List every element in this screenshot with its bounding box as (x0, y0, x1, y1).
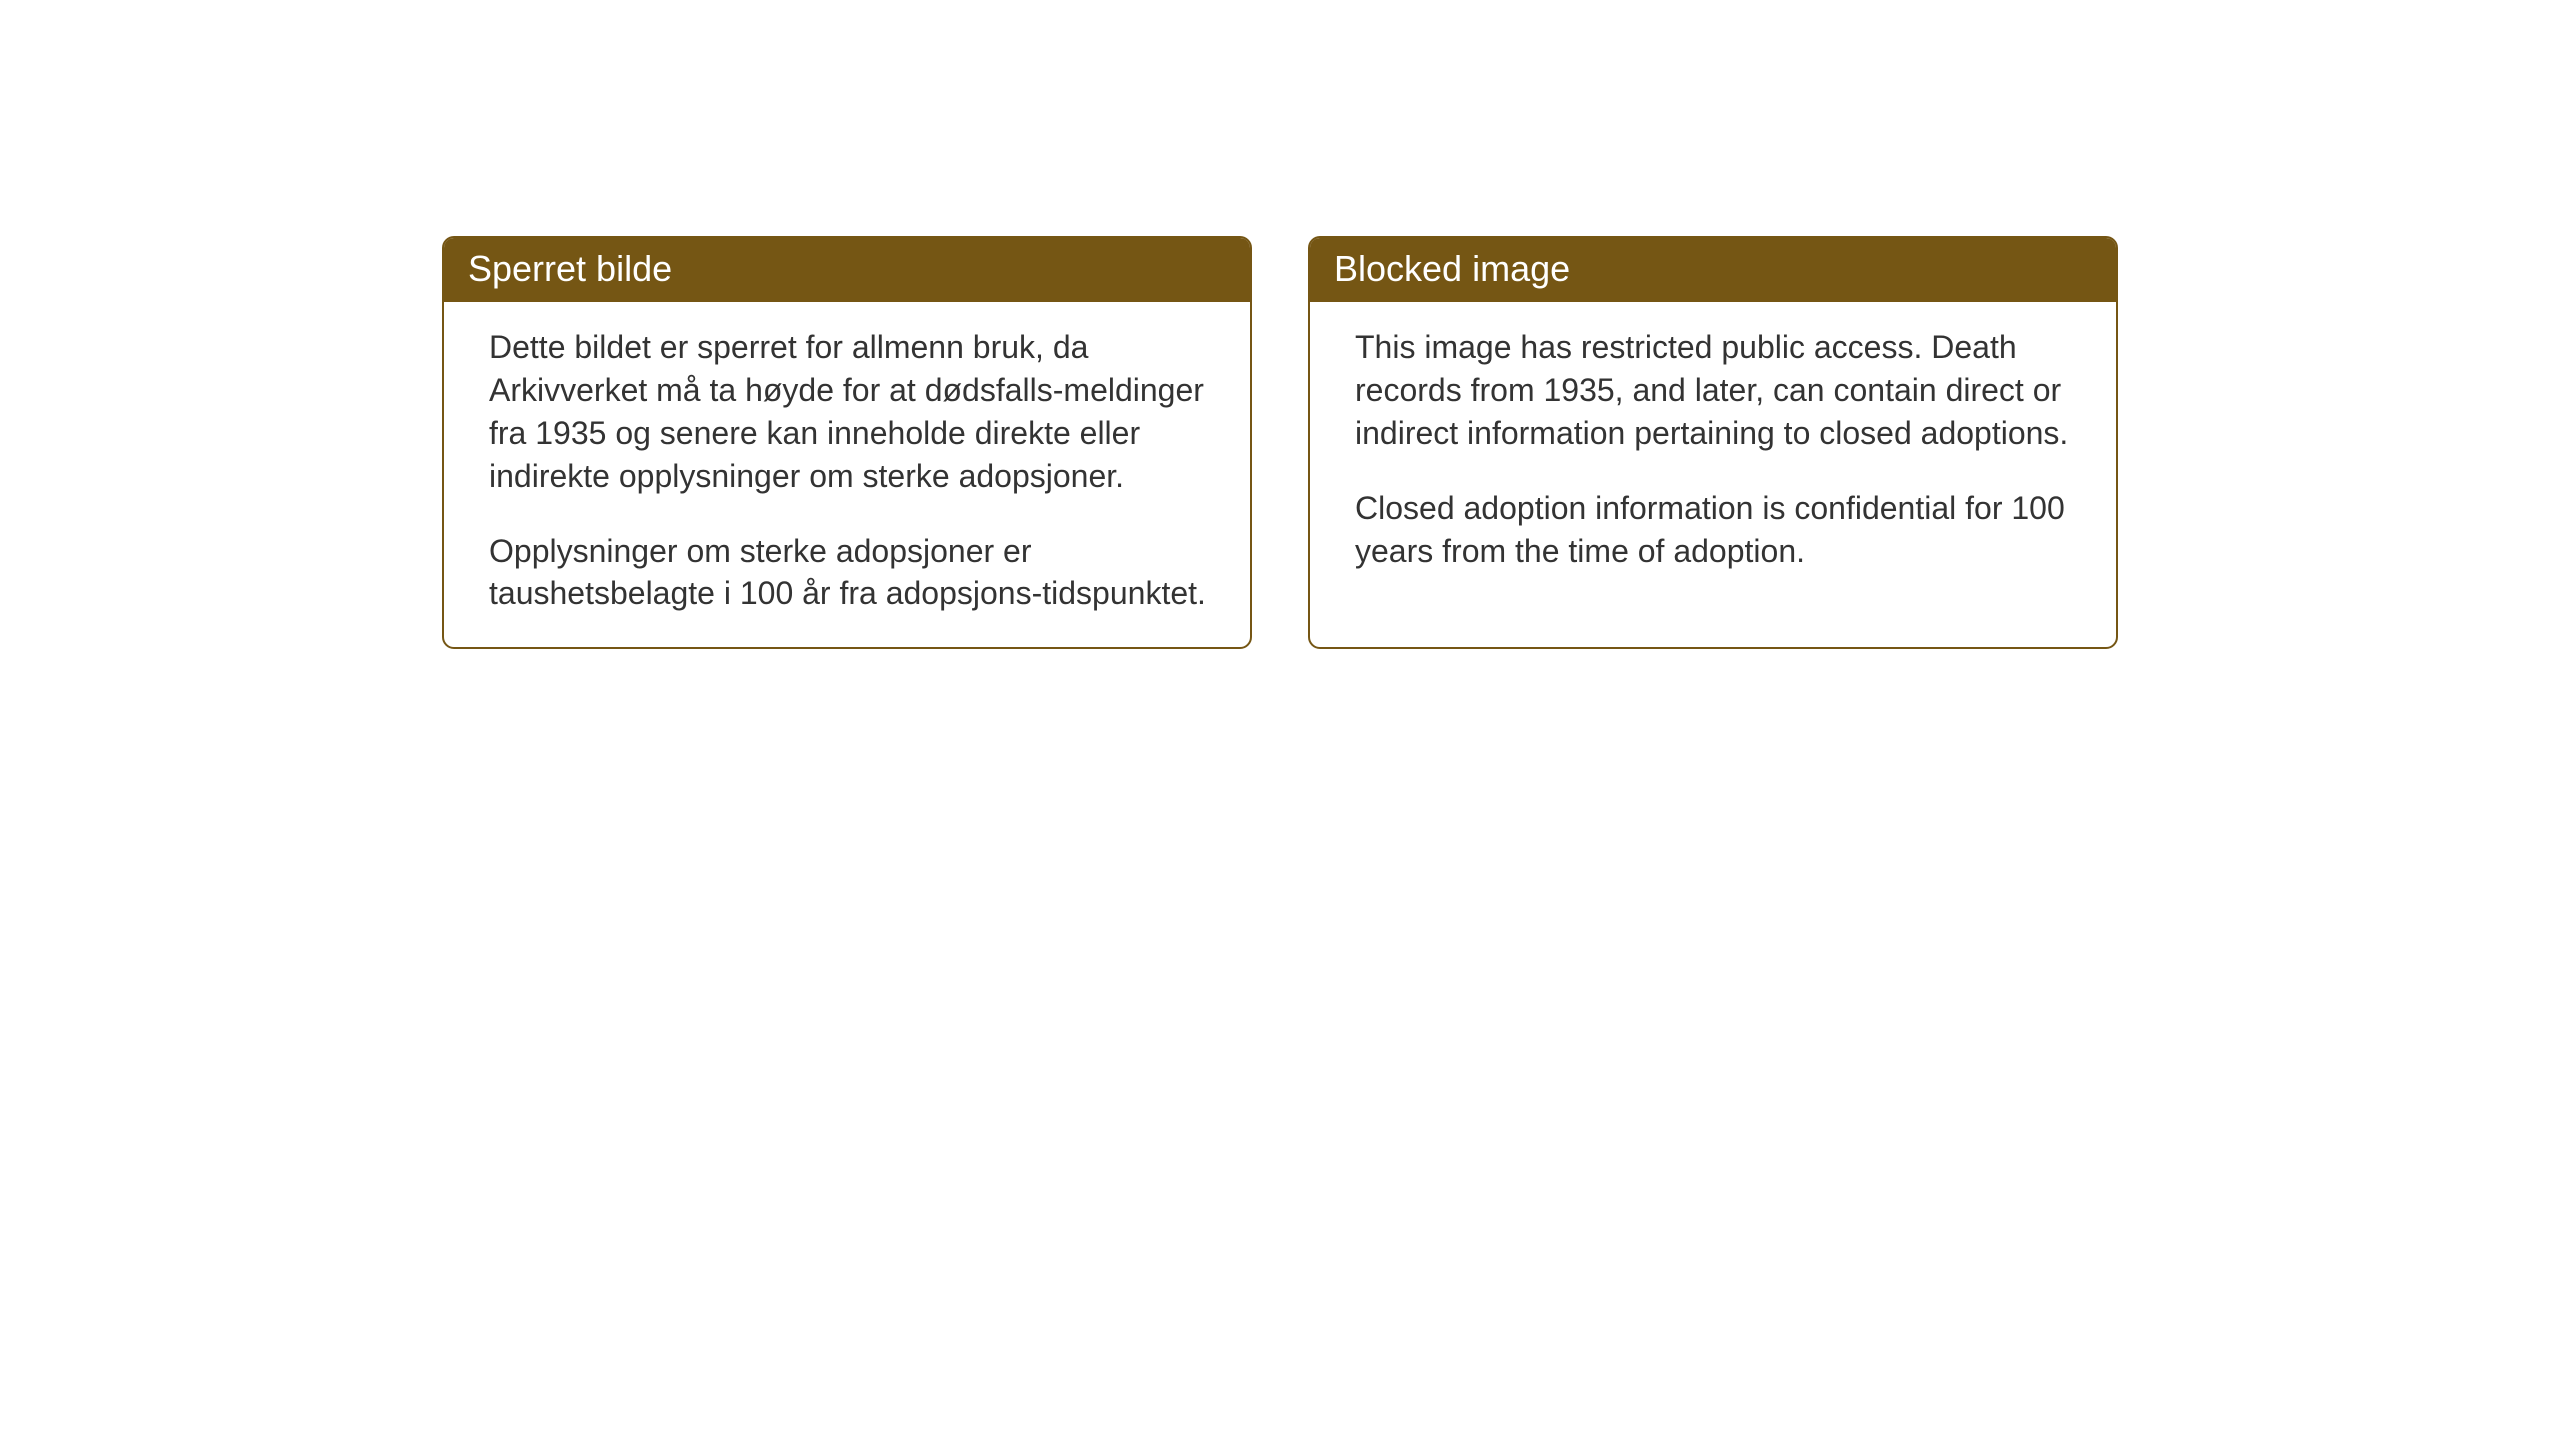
paragraph-english-2: Closed adoption information is confident… (1355, 487, 2076, 573)
paragraph-norwegian-1: Dette bildet er sperret for allmenn bruk… (489, 326, 1210, 498)
paragraph-english-1: This image has restricted public access.… (1355, 326, 2076, 455)
card-body-norwegian: Dette bildet er sperret for allmenn bruk… (444, 302, 1250, 647)
paragraph-norwegian-2: Opplysninger om sterke adopsjoner er tau… (489, 530, 1210, 616)
card-english: Blocked image This image has restricted … (1308, 236, 2118, 649)
card-body-english: This image has restricted public access.… (1310, 302, 2116, 604)
card-header-norwegian: Sperret bilde (444, 238, 1250, 302)
cards-container: Sperret bilde Dette bildet er sperret fo… (442, 236, 2560, 649)
card-header-english: Blocked image (1310, 238, 2116, 302)
card-norwegian: Sperret bilde Dette bildet er sperret fo… (442, 236, 1252, 649)
